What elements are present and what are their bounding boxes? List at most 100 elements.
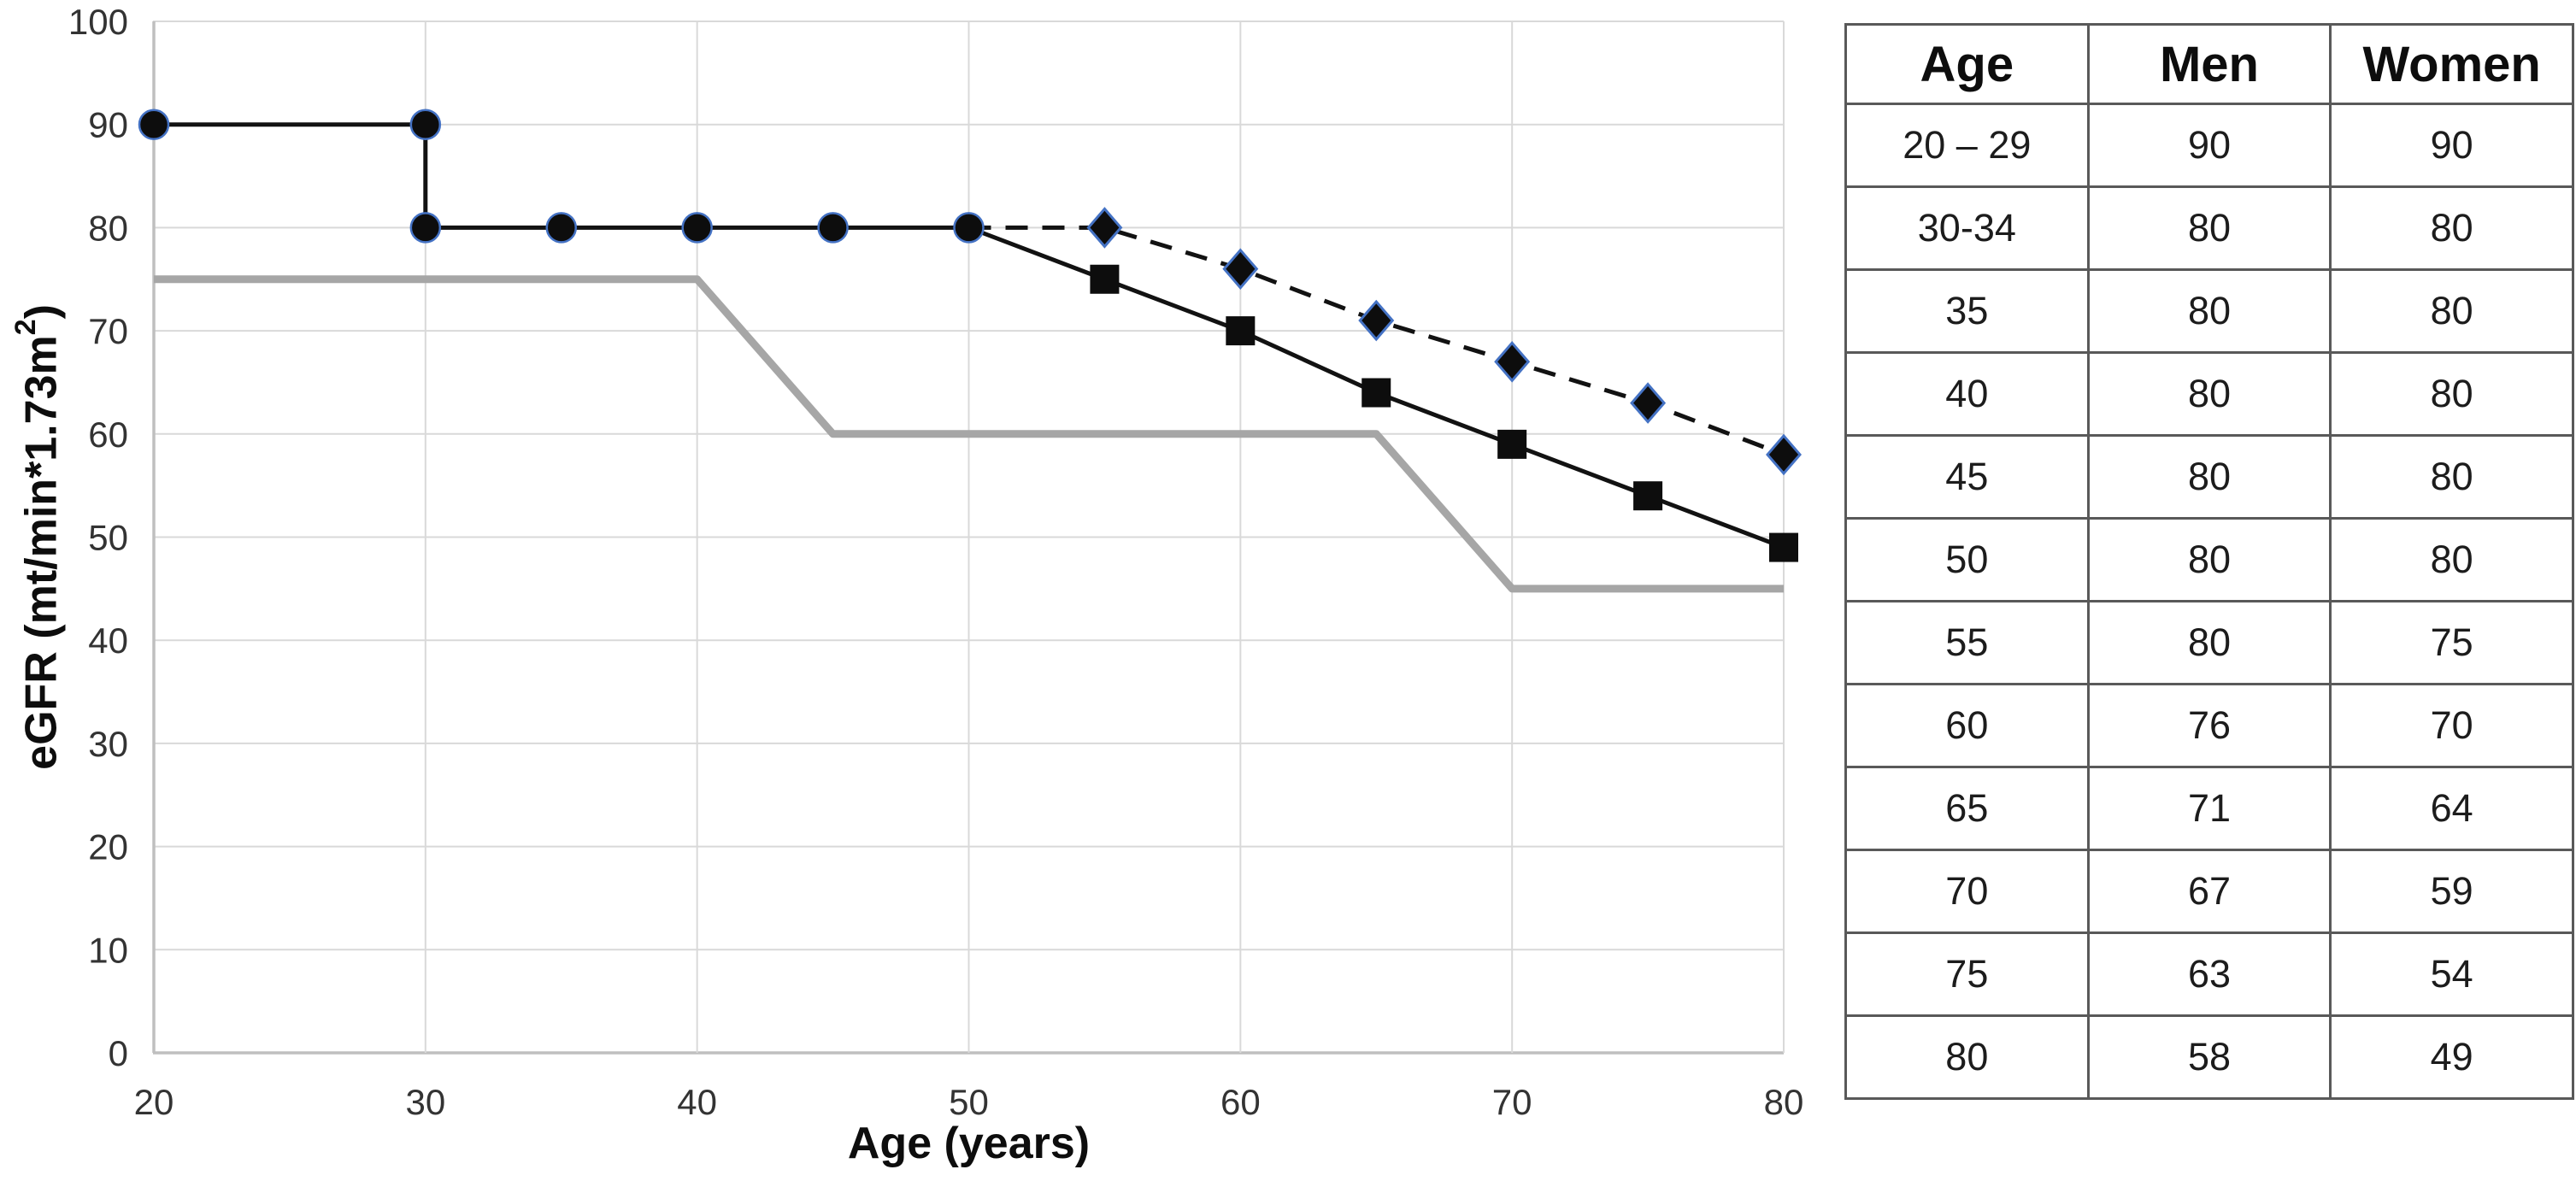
cell-women: 54 [2329, 931, 2574, 1017]
cell-men: 90 [2086, 103, 2332, 188]
cell-men: 80 [2086, 351, 2332, 437]
column-header-age: Age [1844, 23, 2090, 105]
marker-diamond-men [1630, 382, 1667, 424]
cell-women: 80 [2329, 268, 2574, 354]
column-header-men: Men [2086, 23, 2332, 105]
series-gray-reference-line-line [154, 275, 1784, 593]
cell-age: 45 [1844, 434, 2090, 520]
y-axis-title-main: eGFR (mt/min*1.73m [16, 335, 67, 770]
egfr-reference-table: Age Men Women 20 – 29 90 90 30-34 80 80 35 80 80… [1844, 23, 2574, 1100]
y-tick-label-0: 0 [109, 1033, 128, 1073]
x-tick-label-60: 60 [1220, 1082, 1261, 1122]
marker-diamond-men [1222, 248, 1259, 290]
marker-square-women [1090, 264, 1120, 294]
marker-square-women [1633, 481, 1663, 511]
cell-men: 80 [2086, 185, 2332, 271]
x-tick-label-40: 40 [677, 1082, 717, 1122]
cell-men: 76 [2086, 683, 2332, 768]
table-row-80: 80 58 49 [1844, 1014, 2574, 1100]
table-row-70: 70 67 59 [1844, 849, 2574, 934]
x-tick-label-50: 50 [949, 1082, 989, 1122]
marker-diamond-men [1494, 341, 1531, 383]
cell-women: 80 [2329, 351, 2574, 437]
table-header-row: Age Men Women [1844, 23, 2574, 105]
table-row-60: 60 76 70 [1844, 683, 2574, 768]
cell-women: 70 [2329, 683, 2574, 768]
y-tick-label-70: 70 [88, 311, 128, 351]
y-tick-label-90: 90 [88, 105, 128, 145]
y-tick-label-80: 80 [88, 208, 128, 248]
table-row-35: 35 80 80 [1844, 268, 2574, 354]
cell-age: 20 – 29 [1844, 103, 2090, 188]
cell-women: 90 [2329, 103, 2574, 188]
y-tick-label-100: 100 [68, 2, 128, 42]
cell-age: 75 [1844, 931, 2090, 1017]
cell-women: 75 [2329, 600, 2574, 685]
cell-age: 60 [1844, 683, 2090, 768]
cell-age: 50 [1844, 517, 2090, 602]
cell-men: 67 [2086, 849, 2332, 934]
y-axis-title-wrap: eGFR (mt/min*1.73m2) [9, 21, 68, 1053]
table-row-50: 50 80 80 [1844, 517, 2574, 602]
marker-diamond-men [1766, 433, 1802, 476]
y-tick-label-30: 30 [88, 724, 128, 764]
y-tick-label-50: 50 [88, 518, 128, 558]
table-body: 20 – 29 90 90 30-34 80 80 35 80 80 40 80 80 45 80 80 50… [1844, 103, 2574, 1100]
marker-circle-ages-20-50-common [681, 212, 713, 244]
marker-square-women [1497, 429, 1527, 459]
x-tick-label-20: 20 [134, 1082, 174, 1122]
cell-age: 40 [1844, 351, 2090, 437]
table-row-30-34: 30-34 80 80 [1844, 185, 2574, 271]
egfr-line-chart: 0 10 20 30 40 50 60 70 80 90 100 20 30 40 50 60 70 80 [68, 2, 1804, 1122]
y-axis-title-end: ) [16, 304, 67, 320]
x-tick-label-80: 80 [1764, 1082, 1804, 1122]
marker-circle-ages-20-50-common [817, 212, 849, 244]
cell-men: 80 [2086, 434, 2332, 520]
marker-circle-ages-20-50-common [409, 212, 442, 244]
y-axis-title-superscript: 2 [9, 319, 43, 336]
table-row-75: 75 63 54 [1844, 931, 2574, 1017]
cell-women: 64 [2329, 766, 2574, 851]
y-tick-label-40: 40 [88, 620, 128, 661]
x-axis-title: Age (years) [847, 1119, 1091, 1168]
y-tick-label-10: 10 [88, 930, 128, 970]
table-row-45: 45 80 80 [1844, 434, 2574, 520]
cell-age: 65 [1844, 766, 2090, 851]
y-tick-label-60: 60 [88, 414, 128, 455]
table-row-20 – 29: 20 – 29 90 90 [1844, 103, 2574, 188]
cell-women: 59 [2329, 849, 2574, 934]
marker-square-women [1226, 316, 1256, 346]
y-tick-label-20: 20 [88, 827, 128, 867]
x-tick-label-70: 70 [1492, 1082, 1532, 1122]
cell-women: 80 [2329, 185, 2574, 271]
marker-circle-ages-20-50-common [138, 109, 170, 140]
cell-women: 49 [2329, 1014, 2574, 1100]
marker-diamond-men [1086, 207, 1123, 249]
cell-men: 58 [2086, 1014, 2332, 1100]
cell-age: 55 [1844, 600, 2090, 685]
cell-age: 70 [1844, 849, 2090, 934]
marker-circle-ages-20-50-common [409, 109, 442, 140]
cell-men: 80 [2086, 517, 2332, 602]
marker-circle-ages-20-50-common [545, 212, 577, 244]
table-row-40: 40 80 80 [1844, 351, 2574, 437]
table-row-65: 65 71 64 [1844, 766, 2574, 851]
cell-men: 80 [2086, 268, 2332, 354]
x-tick-label-30: 30 [405, 1082, 445, 1122]
marker-circle-ages-20-50-common [953, 212, 985, 244]
table-row-55: 55 80 75 [1844, 600, 2574, 685]
cell-men: 63 [2086, 931, 2332, 1017]
cell-men: 71 [2086, 766, 2332, 851]
column-header-women: Women [2329, 23, 2574, 105]
marker-square-women [1769, 532, 1798, 562]
cell-age: 30-34 [1844, 185, 2090, 271]
cell-women: 80 [2329, 434, 2574, 520]
marker-diamond-men [1358, 299, 1395, 342]
table-header: Age Men Women [1844, 23, 2574, 105]
cell-women: 80 [2329, 517, 2574, 602]
cell-age: 35 [1844, 268, 2090, 354]
marker-square-women [1362, 378, 1391, 408]
y-axis-title: eGFR (mt/min*1.73m2) [9, 304, 67, 770]
cell-men: 80 [2086, 600, 2332, 685]
